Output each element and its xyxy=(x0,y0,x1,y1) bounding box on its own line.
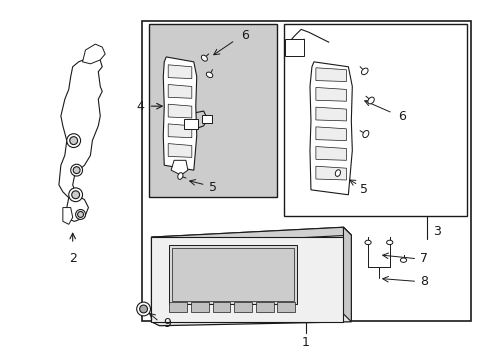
Polygon shape xyxy=(285,39,304,56)
Ellipse shape xyxy=(361,68,367,75)
Text: 4: 4 xyxy=(137,100,144,113)
Polygon shape xyxy=(163,57,196,170)
Circle shape xyxy=(70,137,78,145)
Circle shape xyxy=(69,188,82,202)
Polygon shape xyxy=(315,68,346,82)
Text: 1: 1 xyxy=(302,336,309,349)
Polygon shape xyxy=(59,54,102,221)
Polygon shape xyxy=(255,302,273,312)
Polygon shape xyxy=(63,208,73,224)
Polygon shape xyxy=(168,65,191,78)
Circle shape xyxy=(73,167,80,174)
Text: 9: 9 xyxy=(163,317,171,330)
Circle shape xyxy=(67,134,81,148)
Text: 8: 8 xyxy=(419,275,427,288)
Polygon shape xyxy=(343,227,350,322)
Polygon shape xyxy=(201,115,211,123)
Text: 6: 6 xyxy=(398,109,406,122)
Ellipse shape xyxy=(364,240,370,245)
Polygon shape xyxy=(315,87,346,101)
Ellipse shape xyxy=(400,258,406,262)
Polygon shape xyxy=(168,85,191,98)
Polygon shape xyxy=(234,302,251,312)
Polygon shape xyxy=(315,107,346,121)
Ellipse shape xyxy=(335,170,340,176)
Ellipse shape xyxy=(201,55,207,61)
Bar xyxy=(299,41,304,49)
Polygon shape xyxy=(315,166,346,180)
Text: 6: 6 xyxy=(241,29,248,42)
Polygon shape xyxy=(151,237,343,322)
Bar xyxy=(284,24,466,216)
Circle shape xyxy=(71,164,82,176)
Circle shape xyxy=(137,302,150,316)
Polygon shape xyxy=(277,302,295,312)
Polygon shape xyxy=(172,248,294,301)
Text: 2: 2 xyxy=(69,252,77,265)
Text: 7: 7 xyxy=(419,252,427,265)
Circle shape xyxy=(72,191,80,199)
Polygon shape xyxy=(190,302,208,312)
Ellipse shape xyxy=(367,97,373,104)
Polygon shape xyxy=(151,227,350,245)
Bar xyxy=(202,116,206,123)
Polygon shape xyxy=(168,104,191,118)
Polygon shape xyxy=(212,302,230,312)
Polygon shape xyxy=(151,227,350,326)
Text: 3: 3 xyxy=(432,225,440,238)
Polygon shape xyxy=(168,124,191,138)
Polygon shape xyxy=(315,147,346,160)
Polygon shape xyxy=(309,62,351,195)
Bar xyxy=(142,21,470,321)
Circle shape xyxy=(76,210,85,219)
Ellipse shape xyxy=(386,240,392,245)
Text: 5: 5 xyxy=(359,183,367,196)
Circle shape xyxy=(78,212,83,217)
Polygon shape xyxy=(82,44,105,64)
Text: 5: 5 xyxy=(209,181,217,194)
Bar xyxy=(287,41,292,49)
Ellipse shape xyxy=(178,173,183,179)
Bar xyxy=(149,24,277,197)
Polygon shape xyxy=(315,127,346,141)
Ellipse shape xyxy=(206,72,212,78)
Polygon shape xyxy=(169,245,297,304)
Bar xyxy=(293,41,298,49)
Polygon shape xyxy=(168,144,191,157)
Ellipse shape xyxy=(362,130,368,138)
Polygon shape xyxy=(171,160,187,175)
Bar xyxy=(207,116,211,123)
Polygon shape xyxy=(183,119,197,129)
Circle shape xyxy=(140,305,147,313)
Polygon shape xyxy=(169,302,186,312)
